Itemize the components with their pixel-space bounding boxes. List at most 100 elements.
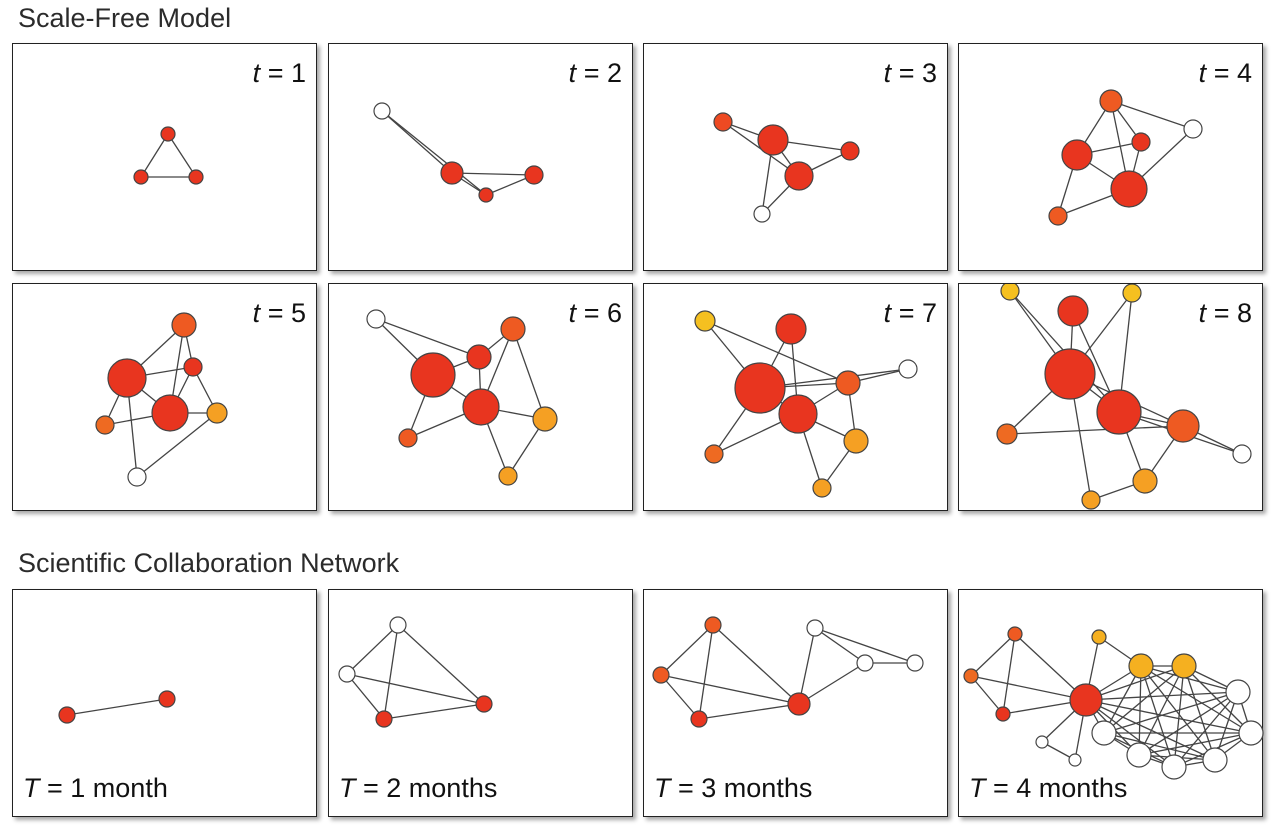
network-graph: [652, 616, 924, 728]
graph-edge: [712, 624, 800, 705]
graph-node: [812, 478, 832, 498]
graph-node: [694, 310, 716, 332]
graph-edge: [1140, 665, 1252, 734]
graph-edge: [346, 673, 385, 720]
network-graph: [373, 102, 544, 203]
graph-edge: [136, 412, 218, 478]
graph-edge: [1138, 665, 1142, 756]
graph-node: [995, 706, 1011, 722]
graph-node: [996, 423, 1018, 445]
time-label: t = 3: [883, 58, 937, 88]
graph-edge: [512, 328, 546, 420]
graph-node: [151, 394, 189, 432]
graph-edge: [1103, 665, 1185, 734]
graph-node: [778, 394, 818, 434]
graph-node: [58, 706, 76, 724]
graph-edge: [1138, 691, 1239, 756]
graph-node: [713, 112, 733, 132]
network-graph: [713, 112, 860, 223]
network-graph: [133, 126, 204, 185]
graph-edge: [1138, 665, 1185, 756]
time-label: T = 1 month: [23, 773, 168, 803]
graph-node: [1091, 629, 1107, 645]
graph-node: [1091, 720, 1117, 746]
time-label: t = 8: [1198, 298, 1252, 328]
graph-node: [704, 616, 722, 634]
graph-edge: [1103, 691, 1239, 734]
graph-edge: [698, 624, 714, 720]
graph-node: [963, 668, 979, 684]
panel-collaboration-1: T = 1 month: [12, 589, 317, 817]
time-label: t = 1: [252, 58, 306, 88]
graph-node: [188, 169, 204, 185]
graph-node: [1161, 754, 1187, 780]
panel-scale-free-8: t = 8: [958, 283, 1263, 511]
section-title-scale-free: Scale-Free Model: [18, 3, 232, 33]
graph-edge: [66, 698, 168, 716]
graph-node: [1007, 626, 1023, 642]
graph-node: [206, 402, 228, 424]
graph-node: [734, 362, 786, 414]
graph-node: [410, 352, 456, 398]
graph-node: [1232, 444, 1252, 464]
network-graph: [1048, 89, 1203, 226]
graph-node: [775, 313, 807, 345]
panel-scale-free-3: t = 3: [643, 43, 948, 271]
graph-edge: [1140, 665, 1216, 761]
graph-node: [704, 444, 724, 464]
graph-node: [1128, 653, 1154, 679]
graph-edge: [346, 624, 399, 675]
graph-node: [183, 357, 203, 377]
time-label: t = 7: [883, 298, 937, 328]
network-graph: [95, 312, 228, 487]
graph-edge: [660, 674, 800, 705]
panel-scale-free-5: t = 5: [12, 283, 317, 511]
graph-edge: [1103, 732, 1216, 761]
graph-node: [1132, 468, 1158, 494]
graph-node: [1069, 683, 1103, 717]
graph-edge: [1002, 633, 1016, 715]
graph-node: [1131, 132, 1151, 152]
graph-node: [806, 619, 824, 637]
graph-node: [1166, 409, 1200, 443]
time-label: t = 2: [568, 58, 622, 88]
graph-node: [1099, 89, 1123, 113]
graph-node: [1183, 119, 1203, 139]
graph-edge: [698, 703, 800, 720]
graph-edge: [814, 627, 866, 664]
graph-node: [475, 695, 493, 713]
graph-node: [500, 316, 526, 342]
graph-node: [375, 710, 393, 728]
graph-node: [856, 654, 874, 672]
time-label: t = 6: [568, 298, 622, 328]
graph-node: [787, 692, 811, 716]
graph-node: [366, 309, 386, 329]
graph-node: [1225, 679, 1251, 705]
graph-edge: [397, 624, 485, 705]
graph-node: [389, 616, 407, 634]
graph-node: [1048, 206, 1068, 226]
graph-edge: [1173, 691, 1239, 768]
graph-node: [784, 161, 814, 191]
graph-node: [133, 169, 149, 185]
graph-edge: [704, 320, 849, 384]
graph-node: [840, 141, 860, 161]
graph-node: [127, 467, 147, 487]
graph-edge: [1138, 732, 1252, 756]
graph-edge: [1085, 699, 1216, 761]
graph-node: [898, 359, 918, 379]
graph-node: [1081, 490, 1101, 510]
graph-edge: [660, 674, 700, 720]
network-graph: [338, 616, 493, 728]
graph-node: [1110, 170, 1148, 208]
graph-node: [843, 428, 869, 454]
graph-node: [373, 102, 391, 120]
graph-node: [1171, 653, 1197, 679]
panel-collaboration-2: T = 2 months: [328, 589, 633, 817]
graph-node: [1238, 720, 1264, 746]
network-graph: [58, 690, 176, 724]
graph-node: [1035, 735, 1049, 749]
graph-node: [1068, 753, 1082, 767]
graph-node: [757, 124, 789, 156]
graph-node: [160, 126, 176, 142]
